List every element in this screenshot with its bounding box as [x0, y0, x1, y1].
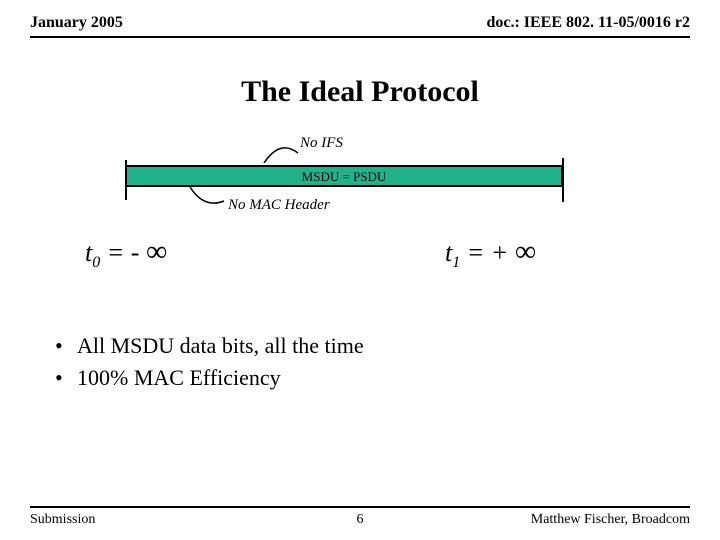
header-right-docid: doc.: IEEE 802. 11-05/0016 r2 — [486, 14, 690, 32]
mac-header-pointer-curve — [186, 187, 226, 207]
slide: January 2005 doc.: IEEE 802. 11-05/0016 … — [0, 0, 720, 540]
footer-rule — [30, 506, 690, 508]
bullet-text: 100% MAC Efficiency — [77, 362, 281, 394]
header-rule — [30, 36, 690, 38]
no-ifs-label: No IFS — [300, 135, 343, 152]
bullet-dot-icon: • — [55, 330, 77, 362]
t1-equals: = + — [460, 238, 515, 267]
bullet-item: • 100% MAC Efficiency — [55, 362, 364, 394]
t0-equals: = - — [100, 238, 146, 267]
t1-equation: t1 = + ∞ — [445, 235, 536, 272]
t0-equation: t0 = - ∞ — [85, 235, 167, 272]
infinity-icon: ∞ — [515, 235, 536, 268]
bullet-list: • All MSDU data bits, all the time • 100… — [55, 330, 364, 394]
timeline-right-tick — [562, 158, 564, 202]
infinity-icon: ∞ — [146, 235, 167, 268]
slide-title: The Ideal Protocol — [0, 75, 720, 109]
footer-right-author: Matthew Fischer, Broadcom — [531, 512, 690, 528]
no-mac-header-label: No MAC Header — [228, 197, 330, 214]
bullet-text: All MSDU data bits, all the time — [77, 330, 364, 362]
ifs-pointer-curve — [260, 143, 300, 163]
bullet-item: • All MSDU data bits, all the time — [55, 330, 364, 362]
bullet-dot-icon: • — [55, 362, 77, 394]
msdu-psdu-box: MSDU = PSDU — [125, 165, 563, 187]
header-left-date: January 2005 — [30, 14, 123, 32]
